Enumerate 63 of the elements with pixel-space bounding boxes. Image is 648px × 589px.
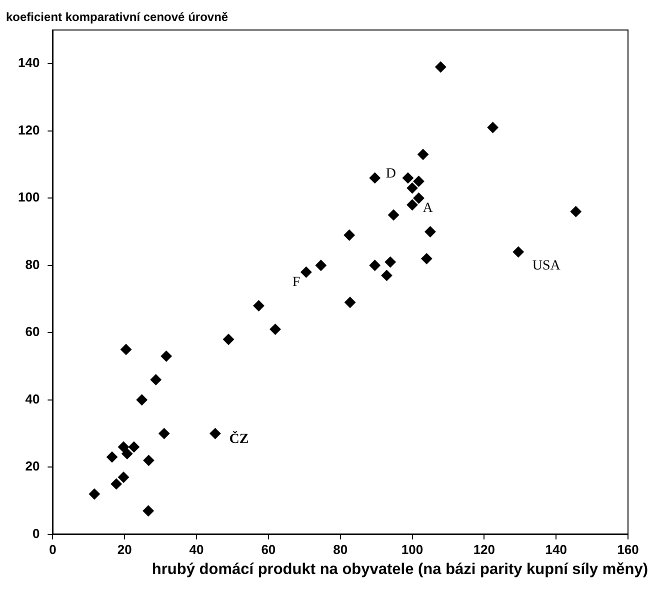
- point: [435, 61, 446, 72]
- point: [570, 206, 582, 218]
- x-tick-label: 80: [333, 542, 348, 557]
- y-tick-label: 60: [25, 324, 40, 340]
- point: [381, 270, 392, 281]
- annotation: A: [422, 200, 434, 216]
- point: [413, 192, 424, 204]
- point: [512, 246, 524, 258]
- point: [406, 182, 418, 194]
- y-tick-label: 140: [18, 55, 40, 70]
- y-tick-label: 120: [18, 122, 40, 138]
- annotation: F: [292, 274, 300, 290]
- x-tick-label: 40: [189, 542, 204, 557]
- y-tick-label: 40: [25, 391, 40, 406]
- point: [300, 266, 312, 278]
- point: [270, 324, 281, 335]
- point: [118, 472, 130, 483]
- x-tick-label: 100: [401, 542, 424, 557]
- point: [122, 448, 133, 460]
- annotation: ČZ: [229, 430, 249, 448]
- y-tick-label: 100: [18, 190, 40, 205]
- point: [158, 428, 170, 440]
- point: [128, 441, 140, 452]
- point: [384, 256, 396, 268]
- x-tick-label: 20: [117, 542, 132, 557]
- point: [413, 176, 424, 187]
- point: [344, 296, 356, 308]
- y-axis-title: koeficient komparativní cenové úrovně: [6, 10, 228, 24]
- point: [344, 230, 355, 241]
- x-tick-label: 60: [261, 542, 276, 557]
- point: [402, 172, 414, 184]
- point: [150, 374, 162, 386]
- x-axis-title: hrubý domácí produkt na obyvatele (na bázi parity kupní síly měny): [150, 561, 648, 579]
- point: [487, 122, 498, 134]
- point: [424, 226, 436, 238]
- y-tick-label: 0: [32, 526, 40, 541]
- annotation: D: [386, 166, 396, 182]
- point: [160, 350, 172, 362]
- point: [406, 199, 418, 210]
- point: [118, 441, 130, 452]
- point: [136, 394, 148, 406]
- point: [143, 454, 154, 466]
- point: [369, 260, 380, 271]
- x-tick-label: 140: [545, 542, 567, 557]
- point: [388, 209, 400, 220]
- point: [315, 260, 326, 271]
- point: [369, 172, 380, 184]
- point: [223, 334, 234, 345]
- point: [110, 478, 122, 490]
- point: [418, 148, 429, 160]
- y-tick-label: 80: [25, 256, 40, 272]
- x-tick-label: 120: [473, 542, 496, 557]
- point: [120, 344, 132, 355]
- point: [253, 300, 264, 312]
- point: [142, 505, 154, 516]
- point: [421, 253, 432, 264]
- point: [210, 428, 221, 440]
- point: [88, 488, 100, 500]
- y-tick-label: 20: [25, 458, 40, 474]
- x-tick-label: 160: [617, 542, 639, 557]
- annotation: USA: [532, 258, 562, 274]
- x-tick-label: 0: [49, 542, 56, 557]
- point: [106, 452, 118, 463]
